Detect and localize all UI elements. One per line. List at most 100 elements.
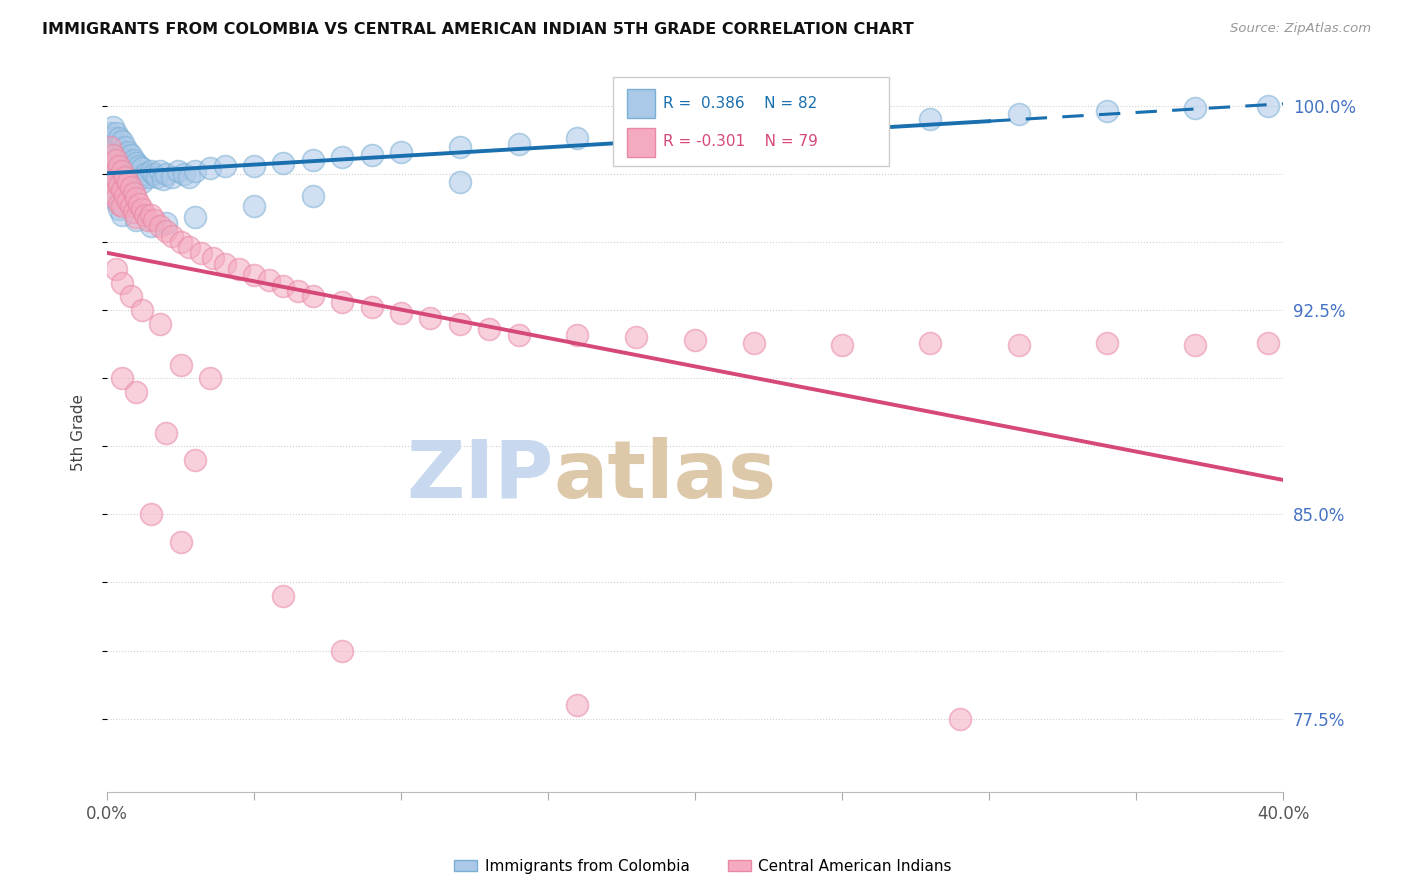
Point — [419, 311, 441, 326]
Point — [1095, 104, 1118, 119]
Point — [120, 199, 142, 213]
Point — [831, 118, 853, 132]
Point — [101, 167, 124, 181]
Point — [1007, 107, 1029, 121]
Point — [111, 175, 134, 189]
FancyBboxPatch shape — [627, 89, 655, 118]
Point — [108, 196, 131, 211]
Point — [114, 164, 136, 178]
Point — [128, 172, 150, 186]
Point — [128, 196, 150, 211]
Point — [742, 123, 765, 137]
Point — [104, 191, 127, 205]
Point — [273, 156, 295, 170]
Point — [108, 159, 131, 173]
Point — [155, 425, 177, 440]
Point — [626, 128, 648, 143]
Point — [131, 175, 153, 189]
Point — [111, 147, 134, 161]
Point — [146, 169, 169, 184]
Point — [214, 257, 236, 271]
Point — [1007, 338, 1029, 352]
Point — [141, 164, 163, 178]
Point — [1257, 98, 1279, 112]
Point — [111, 183, 134, 197]
Point — [198, 161, 221, 176]
Point — [120, 172, 142, 186]
Point — [302, 188, 325, 202]
Point — [101, 120, 124, 135]
Point — [98, 175, 121, 189]
Point — [449, 139, 471, 153]
Point — [114, 153, 136, 168]
Point — [101, 186, 124, 200]
Point — [360, 147, 382, 161]
Text: IMMIGRANTS FROM COLOMBIA VS CENTRAL AMERICAN INDIAN 5TH GRADE CORRELATION CHART: IMMIGRANTS FROM COLOMBIA VS CENTRAL AMER… — [42, 22, 914, 37]
Point — [567, 131, 589, 145]
Point — [173, 167, 195, 181]
Point — [98, 139, 121, 153]
Point — [201, 252, 224, 266]
Point — [117, 169, 139, 184]
Point — [143, 213, 166, 227]
Point — [330, 643, 353, 657]
Point — [214, 159, 236, 173]
Point — [389, 145, 412, 159]
Point — [125, 169, 148, 184]
Point — [302, 153, 325, 168]
Point — [184, 211, 207, 225]
Point — [104, 126, 127, 140]
Point — [114, 188, 136, 202]
Point — [125, 156, 148, 170]
Point — [920, 335, 942, 350]
Point — [98, 167, 121, 181]
Point — [831, 338, 853, 352]
Point — [131, 303, 153, 318]
Point — [160, 229, 183, 244]
Point — [134, 167, 156, 181]
Point — [117, 194, 139, 208]
Point — [184, 164, 207, 178]
Point — [243, 199, 266, 213]
Point — [111, 161, 134, 176]
Point — [742, 335, 765, 350]
Point — [155, 167, 177, 181]
Point — [508, 136, 530, 151]
Point — [920, 112, 942, 127]
Point — [198, 371, 221, 385]
Point — [122, 153, 145, 168]
Point — [330, 294, 353, 309]
Point — [179, 169, 201, 184]
Point — [243, 159, 266, 173]
Point — [683, 126, 706, 140]
Point — [117, 145, 139, 159]
Point — [141, 508, 163, 522]
Text: R = -0.301    N = 79: R = -0.301 N = 79 — [664, 134, 818, 149]
Point — [389, 306, 412, 320]
Point — [104, 139, 127, 153]
Point — [117, 159, 139, 173]
Point — [98, 153, 121, 168]
Point — [273, 589, 295, 603]
Text: ZIP: ZIP — [406, 437, 554, 515]
Point — [567, 698, 589, 712]
Point — [567, 327, 589, 342]
Point — [169, 235, 191, 249]
Point — [101, 147, 124, 161]
Point — [108, 178, 131, 192]
Point — [626, 330, 648, 344]
Point — [1095, 335, 1118, 350]
Point — [104, 153, 127, 168]
Point — [228, 262, 250, 277]
Point — [131, 202, 153, 217]
Point — [128, 159, 150, 173]
Point — [149, 219, 172, 233]
Point — [141, 208, 163, 222]
Point — [125, 211, 148, 225]
Point — [149, 317, 172, 331]
Point — [257, 273, 280, 287]
Point — [449, 317, 471, 331]
FancyBboxPatch shape — [613, 77, 889, 167]
Point — [114, 139, 136, 153]
Point — [108, 175, 131, 189]
